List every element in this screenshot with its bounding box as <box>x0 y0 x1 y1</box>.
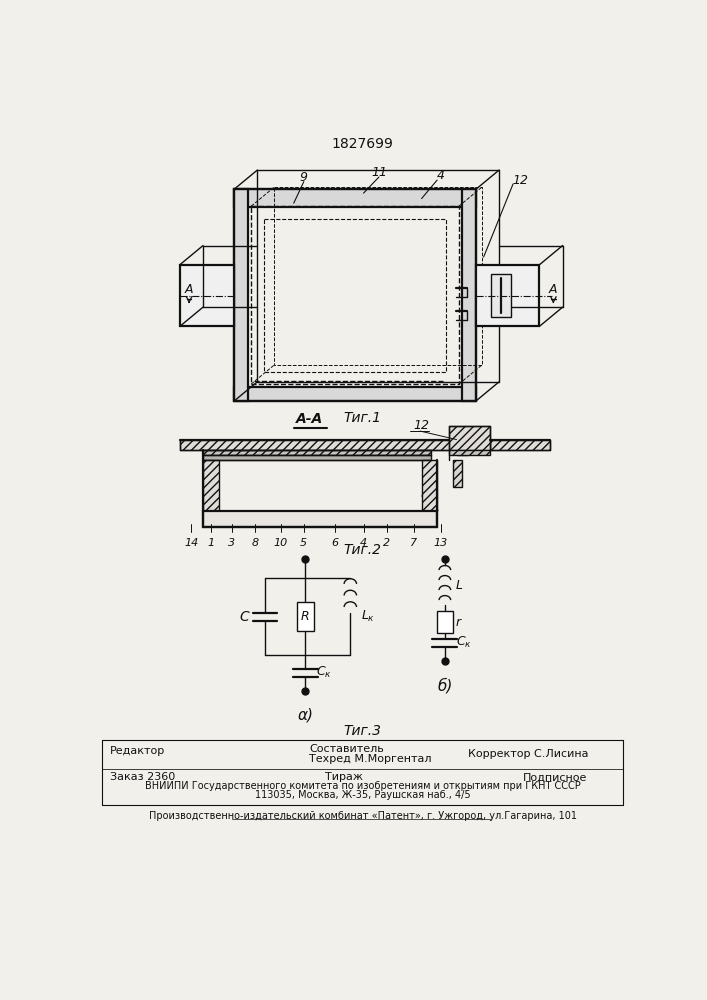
Text: 2: 2 <box>383 538 390 548</box>
Text: C: C <box>240 610 250 624</box>
Text: 14: 14 <box>185 538 199 548</box>
Text: Τиг.2: Τиг.2 <box>343 544 381 558</box>
Text: 5: 5 <box>300 538 308 548</box>
Bar <box>421 460 437 511</box>
Text: 4: 4 <box>437 169 445 182</box>
Text: A: A <box>185 283 194 296</box>
Bar <box>449 426 490 450</box>
Text: Τиг.1: Τиг.1 <box>343 411 381 425</box>
Bar <box>476 265 539 326</box>
Text: ВНИИПИ Государственного комитета по изобретениям и открытиям при ГКНТ СССР: ВНИИПИ Государственного комитета по изоб… <box>145 781 580 791</box>
Text: Тираж: Тираж <box>325 772 363 782</box>
Bar <box>234 387 476 401</box>
Bar <box>457 450 468 455</box>
Text: $C_{к}$: $C_{к}$ <box>316 665 332 680</box>
Text: Составитель: Составитель <box>309 744 384 754</box>
Bar <box>180 265 234 326</box>
Text: 113035, Москва, Ж-35, Раушская наб., 4/5: 113035, Москва, Ж-35, Раушская наб., 4/5 <box>255 790 471 800</box>
Text: 1: 1 <box>207 538 214 548</box>
Text: 7: 7 <box>410 538 417 548</box>
Bar <box>297 602 314 631</box>
Text: Корректор С.Лисина: Корректор С.Лисина <box>468 749 589 759</box>
Bar <box>462 189 476 401</box>
Bar <box>452 460 462 487</box>
Bar <box>491 274 510 317</box>
Text: 10: 10 <box>274 538 288 548</box>
Text: 11: 11 <box>371 166 387 179</box>
Text: 13: 13 <box>434 538 448 548</box>
Bar <box>234 189 476 207</box>
Text: б): б) <box>437 677 452 693</box>
Text: Заказ 2360: Заказ 2360 <box>110 772 175 782</box>
Bar <box>490 440 549 450</box>
Text: 8: 8 <box>252 538 259 548</box>
Text: 6: 6 <box>332 538 339 548</box>
Text: r: r <box>456 616 461 629</box>
Text: 4: 4 <box>360 538 367 548</box>
Bar <box>203 455 431 460</box>
Text: R: R <box>301 610 310 623</box>
Text: 12: 12 <box>414 419 430 432</box>
Bar <box>234 189 248 401</box>
Text: Производственно-издательский комбинат «Патент», г. Ужгород, ул.Гагарина, 101: Производственно-издательский комбинат «П… <box>148 811 577 821</box>
Text: α): α) <box>298 708 313 723</box>
Text: $L_{к}$: $L_{к}$ <box>361 609 375 624</box>
Text: 9: 9 <box>300 171 308 184</box>
Text: Подписное: Подписное <box>522 772 587 782</box>
Text: A-A: A-A <box>296 412 323 426</box>
Text: Техред М.Моргентал: Техред М.Моргентал <box>309 754 432 764</box>
Text: 12: 12 <box>513 174 529 187</box>
Text: A: A <box>549 283 558 296</box>
Bar <box>203 450 431 455</box>
Text: 3: 3 <box>228 538 235 548</box>
Bar <box>203 460 218 511</box>
Bar <box>437 611 452 633</box>
Bar <box>449 450 490 455</box>
Text: 1827699: 1827699 <box>331 137 393 151</box>
Text: Редактор: Редактор <box>110 746 165 756</box>
Text: Τиг.3: Τиг.3 <box>343 724 381 738</box>
Text: $C_{к}$: $C_{к}$ <box>456 635 472 650</box>
Text: L: L <box>456 579 462 592</box>
Bar <box>180 440 468 450</box>
Bar <box>203 511 437 527</box>
